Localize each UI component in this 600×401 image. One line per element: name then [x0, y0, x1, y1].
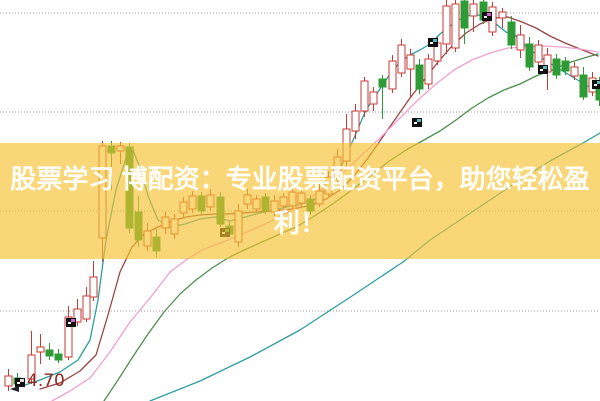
trade-marker-dot: [68, 322, 71, 324]
trade-marker: [538, 65, 548, 74]
candle-body: [54, 353, 63, 361]
trade-marker-accent: [433, 39, 437, 42]
candle-up: [369, 87, 378, 111]
trade-marker-dot: [594, 84, 597, 86]
candle-body: [27, 354, 36, 380]
trade-marker-dot: [17, 382, 20, 384]
trade-marker-dot: [484, 16, 487, 18]
candle-body: [415, 64, 424, 90]
candle-body: [561, 60, 570, 72]
trade-marker-accent: [543, 66, 547, 69]
left-arrow-icon: [10, 386, 19, 392]
candle-down: [54, 349, 63, 363]
candle-up: [469, 0, 478, 32]
candle-body: [525, 43, 534, 68]
candle-up: [406, 49, 415, 97]
trade-marker-accent: [597, 81, 600, 84]
candle-body: [73, 308, 82, 323]
candle-down: [525, 37, 534, 71]
candle-body: [36, 346, 45, 353]
trade-marker: [15, 378, 25, 387]
candle-body: [570, 66, 579, 77]
candle-up: [82, 287, 91, 322]
candle-body: [451, 3, 460, 49]
candle-up: [351, 104, 360, 139]
candle-body: [360, 80, 369, 112]
candle-up: [442, 0, 451, 54]
candle-down: [460, 0, 469, 44]
candle-down: [378, 75, 387, 119]
candle-body: [424, 58, 433, 85]
trade-marker-accent: [71, 319, 75, 322]
candle-up: [360, 77, 369, 117]
trade-marker-accent: [20, 379, 24, 382]
promo-banner-line1: 股票学习 博配资：专业股票配资平台，助您轻松盈: [10, 164, 590, 194]
candle-up: [570, 62, 579, 80]
trade-marker: [412, 118, 422, 127]
candle-body: [378, 78, 387, 88]
candle-up: [534, 40, 543, 66]
candle-body: [45, 349, 54, 357]
candle-body: [469, 3, 478, 17]
price-start-label: 4.70: [27, 371, 65, 391]
candle-up: [89, 261, 98, 301]
candle-body: [351, 110, 360, 132]
candle-body: [406, 54, 415, 70]
candle-up: [27, 331, 36, 384]
candle-up: [73, 299, 82, 326]
trade-marker-dot: [540, 69, 543, 71]
trade-marker-accent: [487, 13, 491, 16]
trade-marker: [592, 80, 600, 89]
candle-body: [4, 375, 13, 387]
candle-up: [451, 0, 460, 52]
candle-down: [45, 343, 54, 360]
candle-up: [424, 54, 433, 89]
candle-body: [579, 74, 588, 98]
candle-body: [442, 5, 451, 45]
trade-marker: [66, 318, 76, 327]
trade-marker-dot: [414, 122, 417, 124]
candle-body: [397, 44, 406, 74]
trade-marker: [482, 12, 492, 21]
promo-banner-line2: 利！: [273, 208, 326, 238]
candle-down: [561, 57, 570, 75]
candle-down: [415, 59, 424, 94]
trade-marker-dot: [430, 42, 433, 44]
candle-body: [64, 316, 73, 358]
candle-up: [397, 39, 406, 77]
promo-banner: 股票学习 博配资：专业股票配资平台，助您轻松盈 利！: [0, 143, 600, 259]
candle-body: [388, 60, 397, 90]
candle-up: [36, 334, 45, 364]
candle-up: [388, 55, 397, 93]
candle-body: [369, 91, 378, 105]
candle-up: [4, 369, 13, 391]
candle-body: [534, 44, 543, 63]
candle-body: [460, 0, 469, 29]
candle-body: [507, 21, 516, 46]
candle-up: [64, 306, 73, 360]
trade-marker-accent: [417, 119, 421, 122]
candle-up: [498, 8, 507, 28]
candle-up: [516, 25, 525, 58]
candle-body: [552, 58, 561, 76]
candle-down: [507, 16, 516, 49]
candle-body: [82, 295, 91, 320]
trade-marker: [428, 38, 438, 47]
candle-body: [498, 11, 507, 19]
candle-body: [516, 34, 525, 51]
candle-down: [552, 54, 561, 79]
candle-body: [89, 276, 98, 298]
candle-down: [579, 67, 588, 100]
